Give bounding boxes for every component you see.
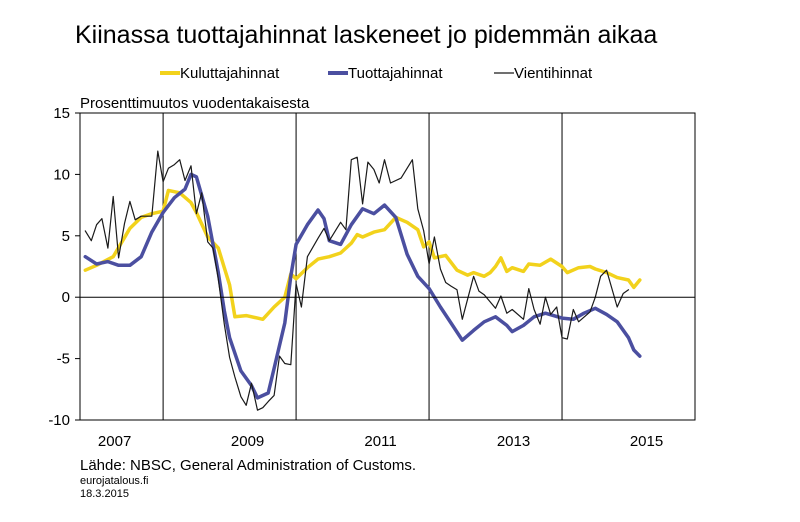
y-tick-label: 5 xyxy=(62,228,70,245)
source-note: Lähde: NBSC, General Administration of C… xyxy=(80,457,416,474)
y-tick-label: 0 xyxy=(62,289,70,306)
series-layer xyxy=(83,150,642,411)
legend-label-tuottajahinnat: Tuottajahinnat xyxy=(348,65,443,82)
series-line-kuluttajahinnat xyxy=(83,188,642,322)
x-tick-label: 2007 xyxy=(98,433,131,450)
x-tick-label: 2015 xyxy=(630,433,663,450)
site-credit: eurojatalous.fi xyxy=(80,475,149,487)
x-tick-label: 2009 xyxy=(231,433,264,450)
y-tick-label: -10 xyxy=(48,412,70,429)
plot-frame xyxy=(79,112,696,421)
y-tick-label: 15 xyxy=(53,105,70,122)
series-line-tuottajahinnat xyxy=(83,172,642,400)
y-axis-label: Prosenttimuutos vuodentakaisesta xyxy=(80,95,310,112)
chart-title: Kiinassa tuottajahinnat laskeneet jo pid… xyxy=(75,21,657,49)
x-axis-ticks: 2007 2009 2011 2013 2015 xyxy=(98,433,663,450)
y-tick-label: -5 xyxy=(57,351,70,368)
y-axis-ticks: -10 -5 0 5 10 15 xyxy=(48,105,80,429)
publish-date: 18.3.2015 xyxy=(80,488,129,500)
x-tick-label: 2011 xyxy=(364,433,396,450)
legend: Kuluttajahinnat Tuottajahinnat Vientihinna… xyxy=(160,65,593,82)
legend-label-vientihinnat: Vientihinnat xyxy=(514,65,593,82)
y-tick-label: 10 xyxy=(53,166,70,183)
x-tick-label: 2013 xyxy=(497,433,530,450)
legend-label-kuluttajahinnat: Kuluttajahinnat xyxy=(180,65,280,82)
series-line-vientihinnat xyxy=(84,150,630,411)
